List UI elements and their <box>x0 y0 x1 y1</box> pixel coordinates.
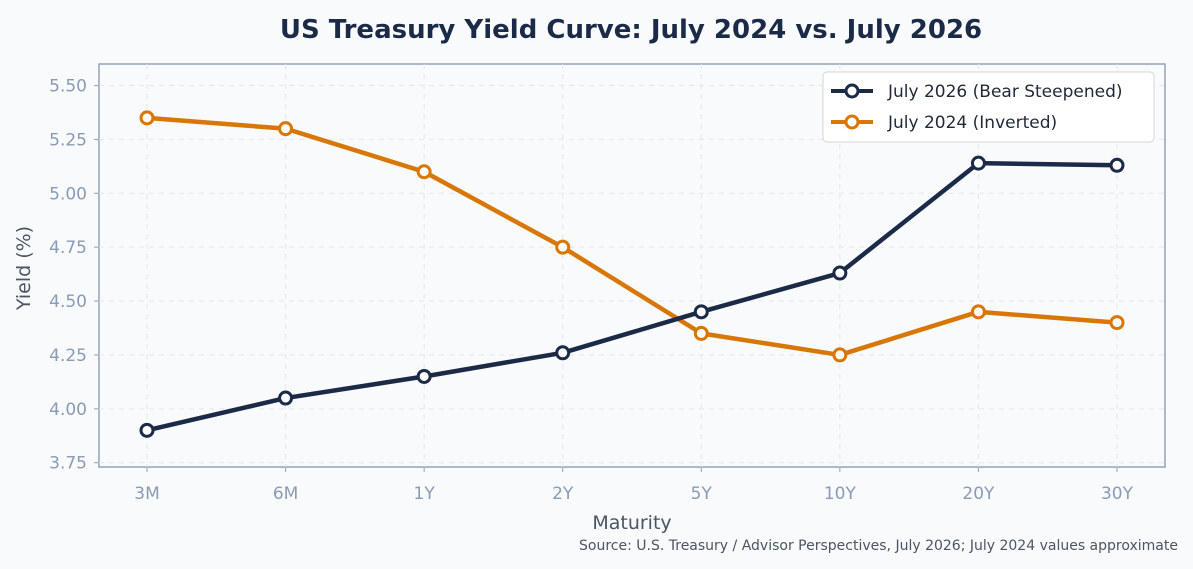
data-point <box>970 155 986 171</box>
y-axis-label: Yield (%) <box>13 226 35 311</box>
data-point <box>278 121 294 137</box>
legend-box <box>822 71 1155 143</box>
x-axis-label: Maturity <box>592 512 671 534</box>
y-tick-label: 5.50 <box>49 77 87 97</box>
series-2 <box>139 110 1125 363</box>
legend: July 2026 (Bear Steepened) July 2024 (In… <box>822 71 1155 143</box>
y-tick-label: 4.25 <box>49 346 87 366</box>
x-tick-label: 30Y <box>1101 484 1134 504</box>
x-tick-label: 2Y <box>552 484 574 504</box>
data-point <box>1109 315 1125 331</box>
data-point <box>970 304 986 320</box>
x-tick-label: 10Y <box>824 484 857 504</box>
data-point <box>693 325 709 341</box>
series-line <box>144 115 1120 358</box>
data-point <box>139 422 155 438</box>
x-tick-label: 6M <box>273 484 298 504</box>
data-point <box>416 164 432 180</box>
series-1 <box>139 155 1125 438</box>
legend-marker-series-1 <box>844 83 860 99</box>
y-tick-label: 4.00 <box>49 400 87 420</box>
legend-marker-series-2 <box>844 114 860 130</box>
legend-label-series-2: July 2024 (Inverted) <box>887 113 1057 133</box>
x-tick-label: 1Y <box>414 484 436 504</box>
data-point <box>139 110 155 126</box>
y-tick-label: 3.75 <box>49 454 87 474</box>
y-tick-label: 5.25 <box>49 130 87 150</box>
data-point <box>555 239 571 255</box>
data-point <box>832 347 848 363</box>
x-tick-label: 20Y <box>962 484 995 504</box>
data-point <box>693 304 709 320</box>
legend-label-series-1: July 2026 (Bear Steepened) <box>887 82 1123 102</box>
data-point <box>555 345 571 361</box>
axis-ticks: 3.75 4.00 4.25 4.50 4.75 5.00 5.25 5.50 3M 6M 1Y 2Y… <box>49 77 1133 504</box>
chart-title: US Treasury Yield Curve: July 2024 vs. J… <box>280 15 982 45</box>
y-tick-label: 4.50 <box>49 292 87 312</box>
y-tick-label: 4.75 <box>49 238 87 258</box>
source-note: Source: U.S. Treasury / Advisor Perspect… <box>579 538 1178 554</box>
data-point <box>832 265 848 281</box>
y-tick-label: 5.00 <box>49 184 87 204</box>
data-point <box>416 368 432 384</box>
data-point <box>1109 157 1125 173</box>
series-lines <box>139 110 1125 438</box>
grid <box>99 64 1165 467</box>
data-point <box>278 390 294 406</box>
series-line <box>144 160 1120 433</box>
x-tick-label: 3M <box>134 484 159 504</box>
x-tick-label: 5Y <box>691 484 713 504</box>
